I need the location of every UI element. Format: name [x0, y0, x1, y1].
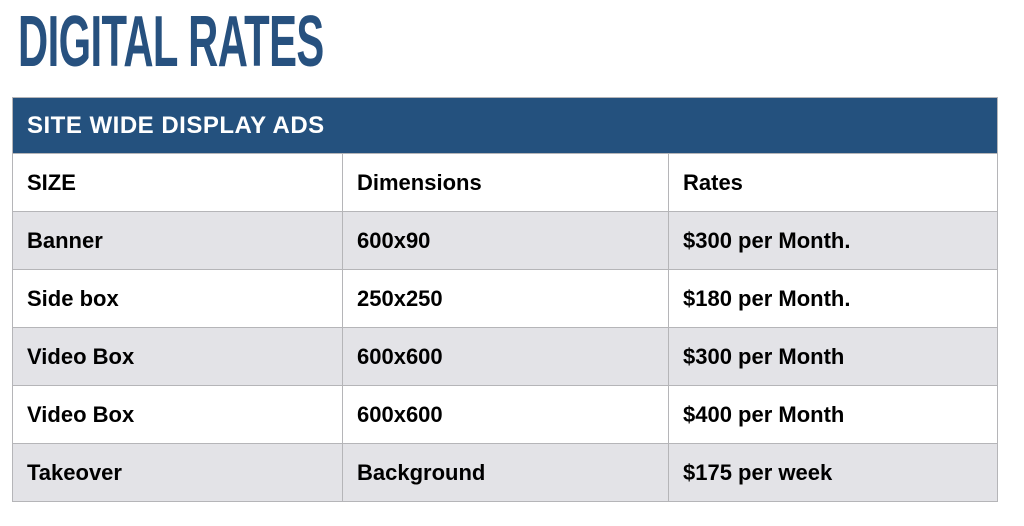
cell-rate: $400 per Month	[667, 385, 999, 444]
cell-rate: $300 per Month.	[667, 211, 999, 270]
cell-rate: $175 per week	[667, 443, 999, 502]
cell-size: Side box	[12, 269, 343, 328]
cell-size: Takeover	[12, 443, 343, 502]
cell-size: Video Box	[12, 385, 343, 444]
table-row: Video Box 600x600 $400 per Month	[12, 385, 999, 444]
table-row: Takeover Background $175 per week	[12, 443, 999, 502]
table-header-row: SIZE Dimensions Rates	[12, 153, 999, 212]
cell-dimensions: 250x250	[342, 269, 669, 328]
cell-dimensions: 600x90	[342, 211, 669, 270]
cell-dimensions: 600x600	[342, 327, 669, 386]
section-title: SITE WIDE DISPLAY ADS	[11, 97, 999, 154]
table-row: Side box 250x250 $180 per Month.	[12, 269, 999, 328]
table-section-bar: SITE WIDE DISPLAY ADS	[11, 97, 999, 154]
table-row: Banner 600x90 $300 per Month.	[12, 211, 999, 270]
column-header-dimensions: Dimensions	[342, 153, 669, 212]
cell-dimensions: 600x600	[342, 385, 669, 444]
cell-rate: $300 per Month	[667, 327, 999, 386]
column-header-rates: Rates	[667, 153, 999, 212]
cell-rate: $180 per Month.	[667, 269, 999, 328]
rates-table: SITE WIDE DISPLAY ADS SIZE Dimensions Ra…	[11, 97, 999, 502]
table-row: Video Box 600x600 $300 per Month	[12, 327, 999, 386]
cell-size: Video Box	[12, 327, 343, 386]
page-title: DIGITAL RATES	[18, 2, 324, 82]
cell-size: Banner	[12, 211, 343, 270]
cell-dimensions: Background	[342, 443, 669, 502]
column-header-size: SIZE	[12, 153, 343, 212]
